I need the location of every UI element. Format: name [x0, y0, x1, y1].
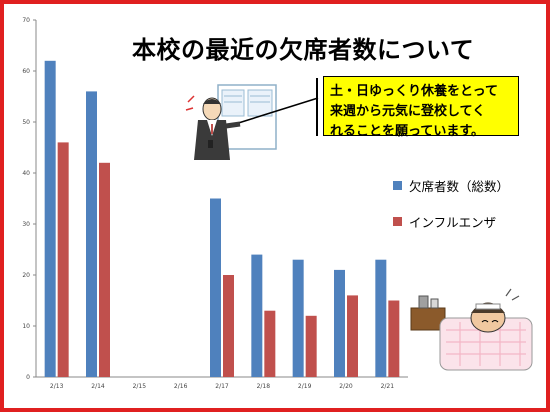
- bar-influenza: [57, 142, 69, 377]
- y-tick-label: 60: [22, 68, 30, 75]
- callout-line-1: 土・日ゆっくり休養をとって: [330, 84, 498, 99]
- legend-label-influenza: インフルエンザ: [409, 214, 497, 230]
- x-tick-label: 2/20: [339, 383, 353, 390]
- bar-influenza: [223, 275, 234, 377]
- chart-title: 本校の最近の欠席者数について: [132, 36, 475, 64]
- x-tick-label: 2/13: [50, 383, 64, 390]
- bar-influenza: [99, 162, 110, 377]
- legend-label-absences: 欠席者数（総数）: [409, 178, 510, 194]
- bar-influenza: [347, 295, 358, 377]
- legend-item-influenza: インフルエンザ: [393, 212, 509, 230]
- bar-influenza: [305, 315, 317, 377]
- y-tick-label: 20: [22, 272, 30, 279]
- callout-divider: [316, 78, 318, 136]
- y-tick-label: 10: [22, 323, 30, 330]
- bar-influenza: [264, 310, 276, 377]
- bar-influenza: [388, 300, 400, 377]
- message-callout: 土・日ゆっくり休養をとって 来週から元気に登校してく れることを願っています。: [323, 76, 519, 139]
- legend-swatch-influenza: [393, 216, 402, 226]
- axes: 0 10 20 30 40 50 60 70 2/13 2/14 2/15 2/16 2/17 2/18 2…: [22, 17, 408, 390]
- bar-absences: [210, 198, 221, 377]
- y-tick-label: 70: [22, 17, 30, 24]
- callout-line-2: 来週から元気に登校してく: [330, 104, 486, 119]
- legend-item-absences: 欠席者数（総数）: [393, 176, 509, 194]
- sick-child-illustration: [410, 288, 533, 371]
- x-tick-label: 2/21: [381, 383, 395, 390]
- x-tick-label: 2/16: [174, 383, 188, 390]
- bar-absences: [44, 60, 56, 378]
- bar-absences: [334, 269, 345, 377]
- teacher-illustration: [185, 84, 319, 160]
- bar-absences: [86, 91, 97, 378]
- x-tick-label: 2/19: [298, 383, 312, 390]
- x-tick-label: 2/14: [91, 383, 105, 390]
- y-tick-label: 0: [26, 374, 30, 381]
- legend-swatch-absences: [393, 180, 402, 190]
- bar-absences: [375, 259, 387, 377]
- bars: [44, 60, 400, 378]
- y-tick-label: 30: [22, 221, 30, 228]
- x-tick-label: 2/17: [215, 383, 229, 390]
- x-tick-label: 2/18: [257, 383, 271, 390]
- callout-line-3: れることを願っています。: [330, 124, 485, 139]
- x-tick-label: 2/15: [133, 383, 147, 390]
- chart-legend: 欠席者数（総数） インフルエンザ: [393, 176, 509, 248]
- y-tick-label: 50: [22, 119, 30, 126]
- bar-absences: [251, 254, 263, 377]
- y-tick-label: 40: [22, 170, 30, 177]
- bar-absences: [292, 259, 304, 377]
